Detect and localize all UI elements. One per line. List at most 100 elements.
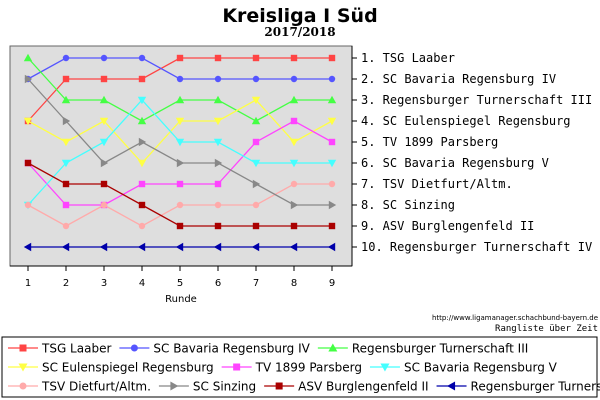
- data-point: [213, 138, 223, 147]
- data-point: [62, 180, 70, 188]
- data-point: [289, 242, 298, 252]
- data-point: [214, 222, 222, 230]
- data-point: [100, 75, 108, 83]
- legend: TSG Laaber SC Bavaria Regensburg IV Regens…: [8, 342, 600, 394]
- data-point: [24, 159, 32, 167]
- x-tick-label: 3: [101, 278, 107, 289]
- plot-area: [9, 45, 353, 267]
- data-point: [100, 180, 108, 188]
- legend-label: Regensburger Turnerschaft III: [352, 342, 528, 356]
- rank-labels: 1. TSG Laaber 2. SC Bavaria Regensburg IV…: [361, 51, 592, 254]
- x-axis-label: Runde: [165, 294, 197, 305]
- x-tick-label: 6: [215, 278, 221, 289]
- data-point: [24, 74, 33, 84]
- data-point: [328, 54, 336, 62]
- data-point: [328, 222, 336, 230]
- data-point: [214, 75, 222, 83]
- rank-label: 1. TSG Laaber: [361, 51, 455, 65]
- x-tick-label: 2: [63, 278, 69, 289]
- data-point: [327, 95, 337, 104]
- data-point: [176, 54, 184, 62]
- footer-caption: Rangliste über Zeit: [495, 324, 598, 334]
- data-point: [176, 158, 185, 168]
- data-point: [138, 201, 146, 209]
- legend-item: SC Eulenspiegel Regensburg: [8, 361, 214, 375]
- data-point: [100, 201, 108, 209]
- data-point: [328, 200, 337, 210]
- data-point: [23, 53, 33, 62]
- data-point: [290, 75, 298, 83]
- data-point: [328, 138, 336, 146]
- data-point: [251, 159, 261, 168]
- data-point: [252, 201, 260, 209]
- series-layer: [23, 53, 337, 252]
- data-point: [290, 222, 298, 230]
- data-point: [327, 117, 337, 126]
- legend-item: ASV Burglengenfeld II: [264, 380, 429, 394]
- footer-url: http://www.ligamanager.schachbund-bayern…: [432, 314, 598, 322]
- x-tick-labels: 1 2 3 4 5 6 7 8 9: [25, 278, 335, 289]
- series-group: [23, 242, 336, 252]
- data-point: [62, 54, 70, 62]
- data-point: [175, 117, 185, 126]
- data-point: [176, 222, 184, 230]
- legend-label: SC Eulenspiegel Regensburg: [42, 361, 214, 375]
- data-point: [24, 201, 32, 209]
- legend-item: Regensburger Turnerschaft III: [317, 342, 528, 356]
- data-point: [327, 242, 336, 252]
- series-group: [24, 180, 336, 230]
- legend-marker: [380, 363, 390, 372]
- data-point: [175, 242, 184, 252]
- legend-label: SC Sinzing: [193, 380, 256, 394]
- rank-label: 7. TSV Dietfurt/Altm.: [361, 177, 513, 191]
- data-point: [23, 117, 33, 126]
- legend-label: TSV Dietfurt/Altm.: [41, 380, 151, 394]
- data-point: [99, 117, 109, 126]
- data-point: [252, 222, 260, 230]
- data-point: [138, 137, 147, 147]
- legend-marker: [328, 343, 338, 352]
- data-point: [138, 75, 146, 83]
- legend-label: TSG Laaber: [41, 342, 111, 356]
- data-point: [99, 242, 108, 252]
- data-point: [328, 180, 336, 188]
- rank-label: 3. Regensburger Turnerschaft III: [361, 93, 592, 107]
- legend-label: Regensburger Turnerschaft IV: [471, 380, 600, 394]
- x-tick-label: 5: [177, 278, 183, 289]
- data-point: [290, 200, 299, 210]
- data-point: [214, 54, 222, 62]
- rank-label: 5. TV 1899 Parsberg: [361, 135, 498, 149]
- series-group: [24, 159, 336, 230]
- legend-label: SC Bavaria Regensburg IV: [153, 342, 310, 356]
- rank-label: 6. SC Bavaria Regensburg V: [361, 156, 549, 170]
- legend-marker: [233, 363, 241, 371]
- legend-marker: [19, 382, 27, 390]
- data-point: [62, 201, 70, 209]
- series-group: [23, 53, 337, 125]
- legend-item: TSG Laaber: [8, 342, 111, 356]
- legend-marker: [19, 344, 27, 352]
- legend-label: TV 1899 Parsberg: [255, 361, 362, 375]
- data-point: [176, 180, 184, 188]
- data-point: [138, 222, 146, 230]
- legend-item: TSV Dietfurt/Altm.: [8, 380, 151, 394]
- data-point: [61, 95, 71, 104]
- data-point: [289, 95, 299, 104]
- x-tick-label: 8: [291, 278, 297, 289]
- data-point: [62, 75, 70, 83]
- legend-marker: [170, 381, 179, 391]
- legend-label: SC Bavaria Regensburg V: [404, 361, 558, 375]
- legend-item: SC Bavaria Regensburg IV: [119, 342, 311, 356]
- data-point: [214, 180, 222, 188]
- data-point: [100, 54, 108, 62]
- x-tick-label: 7: [253, 278, 259, 289]
- data-point: [138, 180, 146, 188]
- data-point: [176, 75, 184, 83]
- data-point: [137, 242, 146, 252]
- data-point: [290, 117, 298, 125]
- series-group: [24, 74, 337, 210]
- data-point: [289, 159, 299, 168]
- data-point: [61, 138, 71, 147]
- data-point: [175, 138, 185, 147]
